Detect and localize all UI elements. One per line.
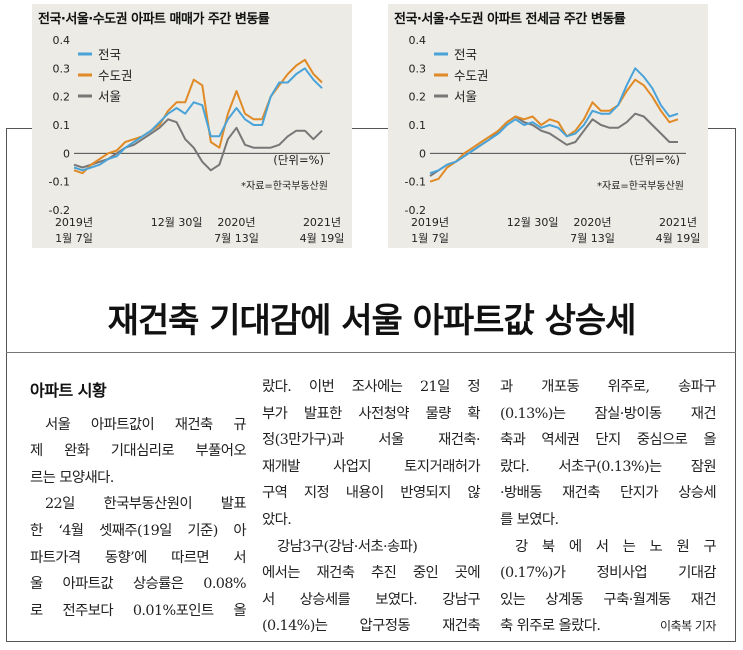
article-line: 서울 아파트값이 재건축 규 — [45, 416, 247, 433]
x-tick-label: 7월 13일 — [570, 231, 615, 245]
article-line: 부가 발표한 사전청약 물량 확 — [262, 405, 481, 422]
article-column-2: 랐다. 이번 조사에는 21일 정 부가 발표한 사전청약 물량 확 정(3만가… — [262, 374, 481, 640]
article-line: 았다. — [262, 511, 292, 528]
series-line — [73, 118, 323, 172]
unit-label: (단위=%) — [273, 153, 324, 167]
x-tick-label: 1월 7일 — [411, 231, 449, 245]
article-line: 한 ‘4월 셋째주(19일 기준) 아 — [30, 522, 247, 539]
article-line: (0.17%)가 정비사업 기대감 — [500, 565, 717, 582]
x-tick-label: 4월 19일 — [656, 231, 701, 245]
y-tick-label: 0 — [419, 147, 426, 160]
source-label: *자료=한국부동산원 — [597, 180, 684, 192]
article-line: 있는 상계동 구축·월계동 재건 — [500, 591, 717, 608]
unit-label: (단위=%) — [629, 153, 680, 167]
y-tick-label: -0.2 — [49, 204, 70, 217]
article-line: 에서는 재건축 추진 중인 곳에 — [262, 565, 481, 582]
source-label: *자료=한국부동산원 — [241, 180, 328, 192]
article-line: 정(3만가구)과 서울 재건축· — [262, 432, 481, 449]
article-line: 구역 지정 내용이 반영되지 않 — [262, 485, 481, 502]
article-line: 울 아파트값 상승률은 0.08% — [30, 576, 247, 593]
x-tick-label: 12월 30일 — [507, 215, 559, 229]
chart-sale-price: 전국·서울·수도권 아파트 매매가 주간 변동률 0.4 0.3 0.2 0.1 0 -0… — [32, 4, 352, 248]
article-line: ·방배동 재건축 단지가 상승세 — [500, 485, 717, 502]
article-line: 제 완화 기대심리로 부풀어오 — [30, 443, 247, 460]
article-line: 강남3구(강남·서초·송파) — [277, 538, 418, 555]
section-title: 아파트 시황 — [30, 381, 107, 400]
chart-title: 전국·서울·수도권 아파트 전세금 주간 변동률 — [394, 12, 626, 27]
article-line: 22일 한국부동산원이 발표 — [45, 496, 247, 513]
article-line: (0.13%)는 잠실·방이동 재건 — [500, 405, 717, 422]
article-line: 랐다. 이번 조사에는 21일 정 — [262, 379, 481, 395]
x-tick-label: 2020년 — [217, 216, 255, 229]
x-tick-label: 2019년 — [411, 216, 449, 229]
chart-title: 전국·서울·수도권 아파트 매매가 주간 변동률 — [38, 12, 270, 27]
article-line: 랐다. 서초구(0.13%)는 잠원 — [500, 458, 717, 475]
legend-label: 전국 — [98, 47, 121, 62]
article-last-line: 축 위주로 올랐다. 이축복 기자 — [500, 613, 717, 640]
series-line — [73, 67, 323, 172]
y-tick-label: -0.1 — [49, 176, 70, 189]
article-line: 파트가격 동향’에 따르면 서 — [30, 549, 247, 566]
y-tick-label: 0.3 — [409, 62, 427, 75]
legend-label: 서울 — [98, 89, 121, 104]
x-tick-label: 2021년 — [659, 216, 697, 229]
article-line: 로 전주보다 0.01%포인트 올 — [30, 602, 247, 619]
x-tick-label: 2020년 — [573, 216, 611, 229]
article-line: 축 위주로 올랐다. — [500, 618, 601, 635]
y-tick-label: 0.1 — [53, 119, 71, 132]
chart-jeonse: 전국·서울·수도권 아파트 전세금 주간 변동률 0.4 0.3 0.2 0.1 0 -0… — [388, 4, 708, 248]
x-tick-label: 1월 7일 — [55, 231, 93, 245]
legend-label: 전국 — [454, 47, 477, 62]
legend-label: 서울 — [454, 89, 477, 104]
y-tick-label: 0.3 — [53, 62, 71, 75]
series-line — [429, 78, 679, 183]
y-tick-label: -0.1 — [405, 176, 426, 189]
y-tick-label: 0.4 — [409, 34, 427, 47]
byline: 이축복 기자 — [659, 619, 717, 634]
y-tick-label: -0.2 — [405, 204, 426, 217]
x-tick-label: 2019년 — [55, 216, 93, 229]
x-tick-label: 4월 19일 — [300, 231, 345, 245]
article-line: 강 북 에 서 는 노 원 구 — [515, 538, 717, 555]
article-line: 과 개포동 위주로, 송파구 — [500, 379, 717, 395]
legend-label: 수도권 — [454, 68, 489, 83]
y-tick-label: 0.2 — [409, 91, 427, 104]
article-column-1: 아파트 시황 서울 아파트값이 재건축 규 제 완화 기대심리로 부풀어오 르는… — [30, 374, 247, 624]
y-tick-label: 0.4 — [53, 34, 71, 47]
article-line: 서 상승세를 보였다. 강남구 — [262, 591, 481, 608]
article-line: 르는 모양새다. — [30, 469, 114, 486]
legend-label: 수도권 — [98, 68, 133, 83]
x-tick-label: 7월 13일 — [214, 231, 259, 245]
article-line: (0.14%)는 압구정동 재건축 — [262, 618, 481, 635]
y-tick-label: 0.1 — [409, 119, 427, 132]
x-tick-label: 12월 30일 — [151, 215, 203, 229]
y-tick-label: 0.2 — [53, 91, 71, 104]
x-tick-label: 2021년 — [303, 216, 341, 229]
headline-rule — [6, 352, 736, 353]
headline: 재건축 기대감에 서울 아파트값 상승세 — [107, 301, 637, 341]
series-line — [429, 67, 679, 175]
article-line: 를 보였다. — [500, 511, 559, 528]
article-column-3: 과 개포동 위주로, 송파구 (0.13%)는 잠실·방이동 재건 축과 역세권… — [500, 374, 717, 640]
article-line: 축과 역세권 단지 중심으로 올 — [500, 432, 717, 449]
y-tick-label: 0 — [63, 147, 70, 160]
article-line: 재개발 사업지 토지거래허가 — [262, 458, 481, 475]
